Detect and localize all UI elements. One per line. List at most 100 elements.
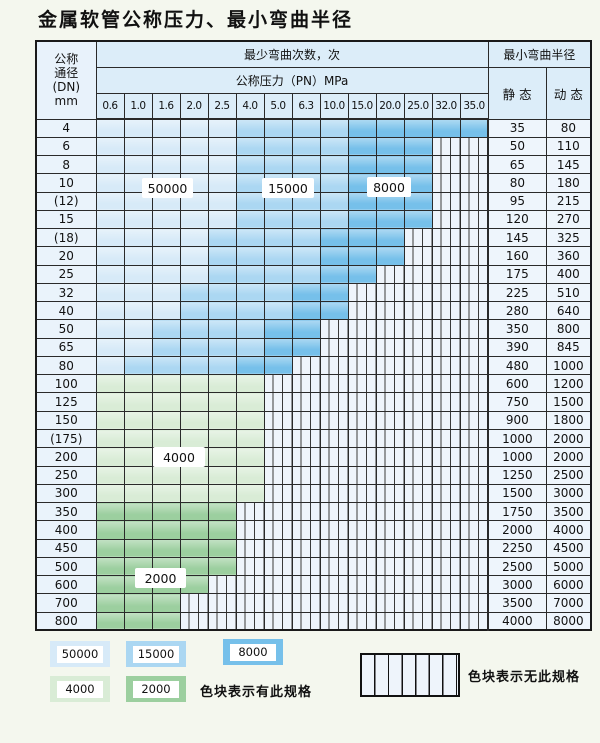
static-radius-cell: 750: [487, 392, 547, 412]
spec-unavailable-cell: [403, 392, 433, 412]
spec-unavailable-cell: [235, 593, 265, 613]
spec-unavailable-cell: [431, 593, 461, 613]
spec-available-cell: [235, 191, 265, 211]
dn-cell: 125: [35, 392, 97, 412]
spec-unavailable-cell: [431, 538, 461, 558]
spec-unavailable-cell: [347, 556, 377, 577]
spec-available-cell: [179, 429, 209, 449]
spec-available-cell: [95, 374, 125, 394]
dynamic-radius-cell: 215: [545, 191, 592, 211]
spec-unavailable-cell: [459, 374, 489, 394]
spec-available-cell: [179, 319, 209, 339]
spec-available-cell: [123, 282, 153, 303]
header-pressure-col: 6.3: [291, 92, 321, 120]
spec-available-cell: [95, 337, 125, 357]
spec-available-cell: [291, 155, 321, 175]
spec-unavailable-cell: [263, 465, 293, 485]
spec-unavailable-cell: [431, 337, 461, 357]
spec-unavailable-cell: [431, 392, 461, 412]
table-row: 100 600 1200: [35, 374, 592, 394]
dynamic-radius-cell: 1800: [545, 410, 592, 431]
spec-unavailable-cell: [319, 556, 349, 577]
spec-unavailable-cell: [459, 155, 489, 175]
spec-unavailable-cell: [459, 429, 489, 449]
cycle-label-2000: 2000: [135, 568, 186, 588]
spec-available-cell: [123, 155, 153, 175]
header-dynamic: 动 态: [545, 66, 592, 120]
spec-unavailable-cell: [459, 410, 489, 431]
spec-available-cell: [179, 520, 209, 540]
dn-cell: (18): [35, 228, 97, 248]
spec-available-cell: [207, 502, 237, 522]
spec-available-cell: [263, 319, 293, 339]
spec-available-cell: [263, 209, 293, 230]
spec-available-cell: [319, 191, 349, 211]
spec-unavailable-cell: [375, 538, 405, 558]
dn-cell: 300: [35, 483, 97, 504]
spec-available-cell: [95, 246, 125, 266]
spec-available-cell: [151, 593, 181, 613]
spec-unavailable-cell: [459, 246, 489, 266]
static-radius-cell: 390: [487, 337, 547, 357]
spec-unavailable-cell: [319, 611, 349, 631]
spec-unavailable-cell: [319, 447, 349, 467]
spec-available-cell: [179, 374, 209, 394]
spec-available-cell: [375, 155, 405, 175]
spec-unavailable-cell: [291, 392, 321, 412]
spec-available-cell: [235, 465, 265, 485]
dn-cell: 4: [35, 118, 97, 138]
spec-unavailable-cell: [459, 228, 489, 248]
spec-available-cell: [207, 337, 237, 357]
spec-available-cell: [123, 118, 153, 138]
spec-unavailable-cell: [291, 465, 321, 485]
spec-unavailable-cell: [235, 575, 265, 595]
spec-unavailable-cell: [431, 191, 461, 211]
static-radius-cell: 160: [487, 246, 547, 266]
table-row: 15 120 270: [35, 209, 592, 230]
dn-cell: 250: [35, 465, 97, 485]
legend-block-50000: 50000: [50, 641, 110, 667]
spec-available-cell: [151, 301, 181, 321]
spec-available-cell: [123, 264, 153, 284]
spec-available-cell: [95, 118, 125, 138]
spec-unavailable-cell: [431, 136, 461, 157]
spec-available-cell: [291, 246, 321, 266]
spec-available-cell: [207, 136, 237, 157]
spec-available-cell: [95, 520, 125, 540]
spec-available-cell: [151, 155, 181, 175]
dynamic-radius-cell: 640: [545, 301, 592, 321]
spec-unavailable-cell: [403, 502, 433, 522]
spec-unavailable-cell: [459, 136, 489, 157]
spec-available-cell: [151, 392, 181, 412]
spec-unavailable-cell: [263, 611, 293, 631]
spec-available-cell: [95, 538, 125, 558]
spec-available-cell: [179, 392, 209, 412]
spec-available-cell: [207, 319, 237, 339]
static-radius-cell: 900: [487, 410, 547, 431]
dynamic-radius-cell: 80: [545, 118, 592, 138]
spec-available-cell: [123, 136, 153, 157]
spec-available-cell: [123, 410, 153, 431]
dynamic-radius-cell: 4500: [545, 538, 592, 558]
spec-unavailable-cell: [347, 465, 377, 485]
spec-available-cell: [151, 538, 181, 558]
header-dn: 公称 通径 (DN) mm: [35, 40, 97, 120]
spec-available-cell: [375, 246, 405, 266]
legend-block-4000: 4000: [50, 676, 110, 702]
spec-available-cell: [95, 301, 125, 321]
header-bend-times: 最少弯曲次数，次: [95, 40, 489, 68]
table-row: (18) 145 325: [35, 228, 592, 248]
spec-unavailable-cell: [319, 337, 349, 357]
spec-available-cell: [179, 282, 209, 303]
spec-unavailable-cell: [403, 282, 433, 303]
spec-unavailable-cell: [431, 465, 461, 485]
spec-unavailable-cell: [375, 465, 405, 485]
dynamic-radius-cell: 1500: [545, 392, 592, 412]
dynamic-radius-cell: 1200: [545, 374, 592, 394]
spec-unavailable-cell: [375, 611, 405, 631]
dynamic-radius-cell: 145: [545, 155, 592, 175]
spec-available-cell: [151, 355, 181, 376]
spec-available-cell: [95, 410, 125, 431]
spec-available-cell: [179, 264, 209, 284]
spec-available-cell: [403, 136, 433, 157]
